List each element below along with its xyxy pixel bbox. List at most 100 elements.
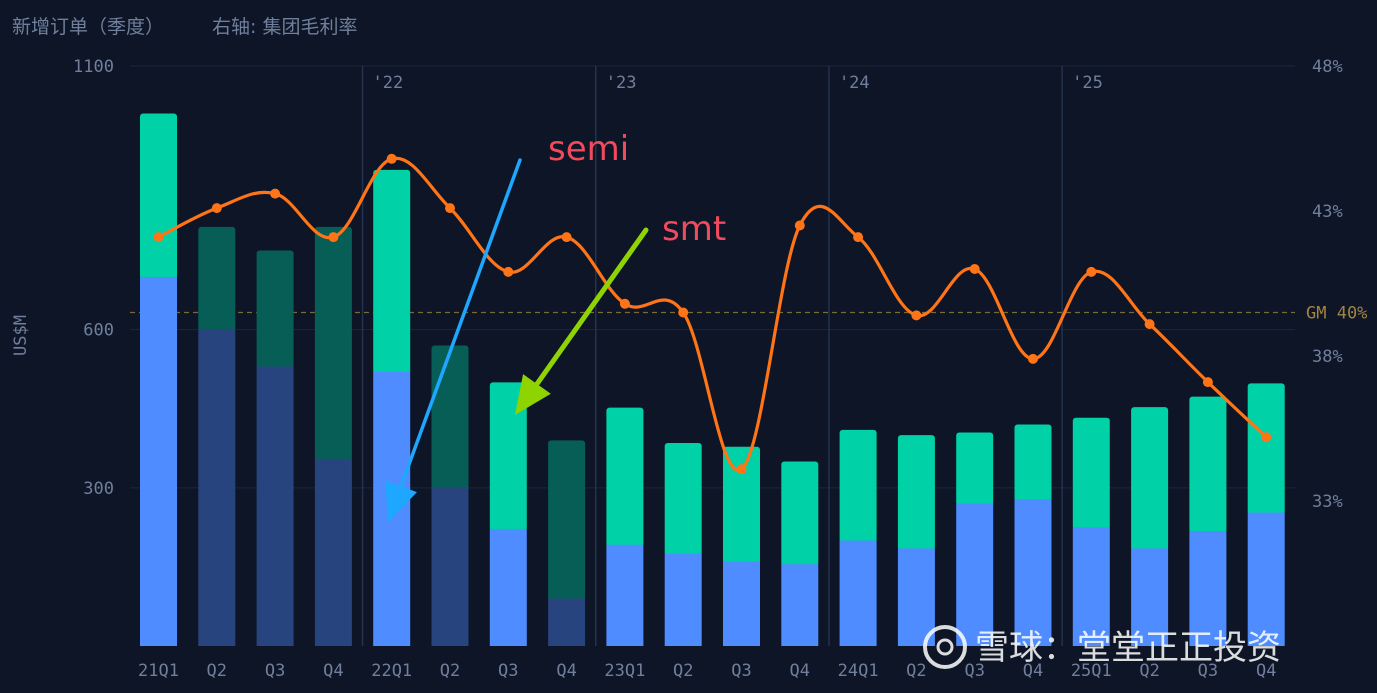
x-tick-label: Q2 [1139, 661, 1159, 681]
x-tick-label: Q4 [1256, 661, 1276, 681]
x-tick-label: Q2 [673, 661, 693, 681]
x-tick-label: Q3 [1198, 661, 1218, 681]
y2-tick-label: 33% [1312, 492, 1343, 512]
y-tick-label: 600 [83, 321, 114, 341]
smt-arrow-head [515, 374, 551, 415]
x-tick-label: Q3 [964, 661, 984, 681]
semi-arrow-head [385, 480, 417, 522]
x-tick-label: Q4 [323, 661, 343, 681]
bar-smt [198, 226, 236, 332]
gross-margin-point [561, 232, 572, 243]
gross-margin-point [153, 232, 164, 243]
gross-margin-point [270, 188, 281, 199]
semi-arrow-shaft [399, 158, 522, 489]
x-tick-label: Q2 [207, 661, 227, 681]
bar-semi [1131, 548, 1169, 646]
bar-smt [373, 169, 411, 374]
bar-semi [781, 564, 819, 646]
bar-smt [140, 113, 177, 279]
gross-margin-point [969, 264, 980, 274]
bar-smt [1131, 407, 1169, 551]
bar-smt [956, 432, 994, 506]
bar-semi [1247, 512, 1285, 646]
bar-semi [431, 487, 469, 646]
bar-semi [198, 329, 236, 646]
gross-margin-point [794, 220, 805, 231]
watermark-text: 雪球：堂堂正正投资 [975, 628, 1281, 668]
year-label: '23 [606, 73, 637, 93]
y2-tick-label: 48% [1312, 57, 1343, 77]
y-tick-label: 300 [83, 479, 114, 499]
x-tick-label: Q4 [556, 661, 576, 681]
bar-smt [839, 429, 877, 543]
chart-title: 新增订单（季度） [12, 16, 164, 38]
gross-margin-point [503, 266, 514, 277]
x-tick-label: Q3 [731, 661, 751, 681]
x-tick-label: 21Q1 [138, 661, 179, 681]
year-markers: '22 '23 '24 '25 [361, 66, 1103, 646]
x-tick-label: 23Q1 [604, 661, 645, 681]
y2-tick-label: 38% [1312, 347, 1343, 367]
x-tick-label: Q2 [440, 661, 460, 681]
bar-smt [314, 226, 352, 461]
gross-margin-point [1144, 319, 1155, 330]
gross-margin-point [386, 153, 397, 164]
x-tick-label: 22Q1 [371, 661, 412, 681]
bar-smt [606, 407, 644, 547]
gross-margin-point [911, 310, 922, 321]
bar-semi [956, 503, 994, 646]
bar-smt [723, 446, 760, 564]
bar-smt [1014, 424, 1052, 502]
bar-semi [897, 548, 935, 646]
gross-margin-point [328, 232, 339, 243]
watermark: 雪球：堂堂正正投资 [923, 625, 1281, 669]
reference-line-layer: GM 40% [130, 304, 1367, 324]
bar-smt [897, 435, 935, 551]
gross-margin-point [736, 464, 747, 475]
bar-semi [606, 544, 644, 646]
bar-semi [256, 366, 294, 646]
gross-margin-line-layer [153, 153, 1272, 475]
x-tick-label: Q4 [1023, 661, 1043, 681]
bar-smt [256, 250, 294, 369]
axis-labels: 300 600 1100 33% 38% 43% 48% 21Q1 Q2 Q3 Q4 22Q1 Q2 Q3… [73, 57, 1343, 681]
reference-line-label: GM 40% [1306, 304, 1367, 324]
y2-tick-label: 43% [1312, 202, 1343, 222]
bar-smt [1189, 396, 1227, 534]
bar-smt [431, 345, 469, 490]
bar-semi [839, 540, 877, 646]
y-tick-label: 1100 [73, 57, 114, 77]
year-label: '22 [373, 73, 404, 93]
gross-margin-point [619, 298, 630, 309]
x-tick-label: 24Q1 [838, 661, 879, 681]
gross-margin-point [1028, 353, 1038, 364]
watermark-logo-icon [923, 625, 967, 669]
gross-margin-point [853, 232, 864, 243]
gross-margin-point [1261, 432, 1272, 443]
x-tick-label: 25Q1 [1071, 661, 1112, 681]
gross-margin-point [211, 203, 222, 214]
bar-smt [489, 382, 527, 531]
bar-smt [1072, 417, 1110, 530]
annotation-semi: semi [548, 129, 629, 169]
gross-margin-point [678, 307, 689, 318]
x-tick-label: Q3 [498, 661, 518, 681]
bar-semi [140, 276, 177, 646]
bar-semi [489, 528, 527, 646]
bar-semi [548, 598, 586, 646]
bar-semi [1014, 499, 1052, 646]
gross-margin-point [1202, 377, 1213, 388]
x-tick-label: Q3 [265, 661, 285, 681]
bar-semi [1189, 531, 1227, 646]
year-label: '25 [1072, 73, 1103, 93]
chart-subtitle: 右轴: 集团毛利率 [212, 16, 357, 38]
bar-semi [723, 561, 760, 646]
gross-margin-point [1086, 266, 1097, 277]
grid-layer [130, 65, 1295, 489]
bar-semi [1072, 527, 1110, 646]
gross-margin-point [445, 203, 455, 214]
bar-smt [548, 440, 586, 601]
bar-smt [781, 461, 819, 567]
